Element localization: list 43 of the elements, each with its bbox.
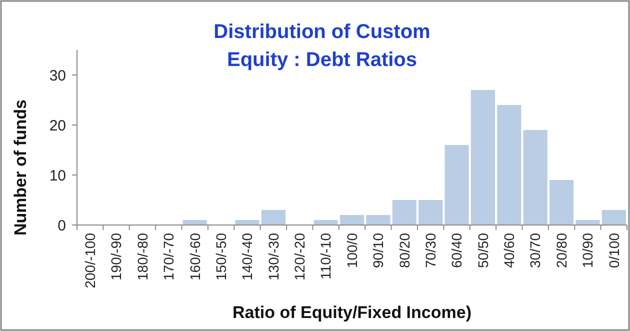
x-tick-label: 120/-20 — [292, 232, 308, 280]
bar — [418, 200, 443, 225]
x-tick-label: 10/90 — [580, 232, 596, 268]
bar — [314, 220, 338, 225]
x-tick-label: 180/-80 — [134, 232, 150, 280]
x-tick-label: 90/10 — [370, 232, 386, 268]
bar — [549, 180, 574, 225]
x-tick-label: 70/30 — [422, 232, 438, 268]
x-tick-label: 60/40 — [448, 232, 465, 268]
x-tick-label: 200/-100 — [82, 232, 98, 288]
x-tick-label: 140/-40 — [239, 232, 256, 280]
bar — [497, 105, 522, 225]
x-tick-label: 30/70 — [527, 232, 544, 268]
bar — [523, 130, 548, 225]
x-tick-label: 40/60 — [501, 232, 518, 268]
x-tick-label: 190/-90 — [108, 232, 124, 280]
chart-title: Distribution of Custom Equity : Debt Ratios — [214, 21, 430, 71]
y-tick-label: 20 — [49, 117, 66, 134]
y-axis-title: Number of funds — [11, 100, 30, 236]
y-tick-label: 0 — [58, 217, 66, 234]
bar — [576, 220, 600, 225]
bar — [470, 90, 495, 225]
x-tick-label: 150/-50 — [212, 232, 229, 280]
bar — [392, 200, 416, 225]
x-tick-label: 110/-10 — [318, 232, 334, 280]
y-tick-label: 30 — [49, 67, 66, 84]
bar — [182, 220, 207, 225]
x-tick-label: 170/-70 — [160, 232, 177, 280]
x-tick-label: 130/-30 — [265, 232, 282, 280]
bar — [444, 145, 469, 225]
x-tick-label: 20/80 — [553, 232, 570, 268]
x-tick-label: 80/20 — [396, 232, 412, 268]
x-tick-label: 0/100 — [606, 232, 622, 268]
bar — [261, 210, 286, 225]
bar — [235, 220, 260, 225]
x-axis-title: Ratio of Equity/Fixed Income) — [232, 303, 472, 322]
x-tick-label: 50/50 — [474, 232, 491, 268]
x-tick-label: 160/-60 — [186, 232, 203, 280]
bar — [366, 215, 390, 225]
bar — [340, 215, 364, 225]
y-tick-label: 10 — [49, 167, 66, 184]
bar — [602, 210, 626, 225]
x-tick-label: 100/0 — [344, 232, 360, 268]
